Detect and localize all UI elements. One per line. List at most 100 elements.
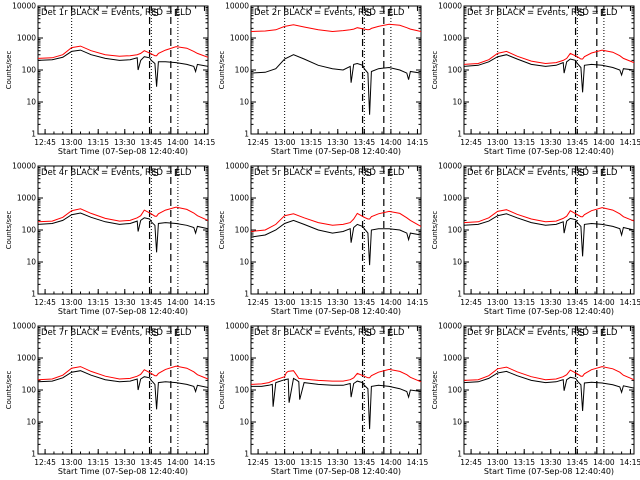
x-tick-label: 13:00 <box>274 458 296 467</box>
series-line-events <box>37 370 209 410</box>
plot-title: Det 3r BLACK = Events, RED = LLD <box>467 8 618 18</box>
x-tick-label: 13:15 <box>513 138 535 147</box>
y-axis-label: Counts/sec <box>5 371 13 410</box>
x-tick-label: 12:45 <box>247 458 269 467</box>
y-tick-label: 100 <box>235 386 250 395</box>
x-tick-label: 14:00 <box>593 298 615 307</box>
x-tick-label: 13:30 <box>540 138 562 147</box>
y-axis-label: Counts/sec <box>218 211 226 250</box>
y-tick-label: 10 <box>452 418 462 427</box>
marker-label-e: E <box>387 168 393 179</box>
x-tick-label: 14:15 <box>194 138 216 147</box>
detector-plot-2: Det 2r BLACK = Events, RED = LLD 1 10 100 10… <box>218 2 428 157</box>
marker-label-s: S <box>579 168 585 179</box>
y-tick-label: 10000 <box>225 322 249 331</box>
plot-title: Det 1r BLACK = Events, RED = LLD <box>41 8 192 18</box>
x-tick-label: 13:00 <box>274 298 296 307</box>
x-tick-label: 13:00 <box>61 458 83 467</box>
x-tick-label: 13:30 <box>540 298 562 307</box>
plot-title: Det 4r BLACK = Events, RED = LLD <box>41 168 192 178</box>
y-axis-label: Counts/sec <box>218 51 226 90</box>
x-tick-label: 12:45 <box>460 298 482 307</box>
x-tick-label: 14:00 <box>380 298 402 307</box>
x-tick-label: 13:15 <box>513 458 535 467</box>
y-tick-label: 100 <box>448 386 463 395</box>
y-tick-label: 10 <box>452 98 462 107</box>
x-tick-label: 14:00 <box>167 138 189 147</box>
x-tick-label: 13:00 <box>487 458 509 467</box>
x-tick-label: 14:15 <box>407 458 429 467</box>
y-tick-label: 1 <box>31 130 36 139</box>
y-axis-label: Counts/sec <box>218 371 226 410</box>
y-tick-label: 100 <box>235 66 250 75</box>
marker-label-e: E <box>387 328 393 339</box>
x-tick-label: 13:30 <box>327 458 349 467</box>
series-line-lld <box>250 210 422 232</box>
y-tick-label: 1 <box>244 290 249 299</box>
x-tick-label: 13:45 <box>567 138 589 147</box>
y-tick-label: 1 <box>244 130 249 139</box>
y-axis-label: Counts/sec <box>431 51 439 90</box>
series-line-lld <box>250 23 422 33</box>
y-tick-label: 100 <box>22 66 37 75</box>
y-tick-label: 100 <box>448 66 463 75</box>
series-line-lld <box>37 206 209 223</box>
y-tick-label: 100 <box>448 226 463 235</box>
y-tick-label: 10000 <box>12 2 36 11</box>
y-tick-label: 1 <box>457 450 462 459</box>
plot-title: Det 9r BLACK = Events, RED = LLD <box>467 328 618 338</box>
x-tick-label: 13:45 <box>141 458 163 467</box>
plot-frame <box>37 165 209 295</box>
detector-plot-9: Det 9r BLACK = Events, RED = LLD 1 10 100 10… <box>431 322 640 477</box>
series-line-events <box>250 219 422 266</box>
x-tick-label: 14:15 <box>620 458 640 467</box>
y-tick-label: 10 <box>239 418 249 427</box>
y-tick-label: 1000 <box>17 194 36 203</box>
y-tick-label: 100 <box>22 386 37 395</box>
x-tick-label: 14:15 <box>620 298 640 307</box>
x-tick-label: 13:30 <box>114 298 136 307</box>
x-tick-label: 13:45 <box>567 298 589 307</box>
x-tick-label: 13:45 <box>141 138 163 147</box>
x-tick-label: 13:15 <box>300 298 322 307</box>
marker-label-e: E <box>174 168 180 179</box>
x-tick-label: 12:45 <box>34 458 56 467</box>
x-tick-label: 14:00 <box>167 458 189 467</box>
x-tick-label: 13:30 <box>540 458 562 467</box>
series-line-lld <box>37 45 209 59</box>
x-axis-label: Start Time (07-Sep-08 12:40:40) <box>484 147 614 156</box>
marker-label-s: S <box>366 168 372 179</box>
x-tick-label: 14:00 <box>593 138 615 147</box>
y-tick-label: 1000 <box>443 194 462 203</box>
x-tick-label: 13:30 <box>114 458 136 467</box>
y-tick-label: 1000 <box>17 354 36 363</box>
x-tick-label: 13:15 <box>300 138 322 147</box>
x-axis-label: Start Time (07-Sep-08 12:40:40) <box>271 467 401 476</box>
y-tick-label: 1000 <box>17 34 36 43</box>
series-line-events <box>463 213 635 257</box>
y-tick-label: 1000 <box>230 354 249 363</box>
x-tick-label: 13:15 <box>87 298 109 307</box>
marker-label-s: S <box>366 328 372 339</box>
x-tick-label: 13:15 <box>513 298 535 307</box>
x-tick-label: 14:00 <box>380 458 402 467</box>
detector-plot-4: Det 4r BLACK = Events, RED = LLD 1 10 100 10… <box>5 162 215 317</box>
x-tick-label: 14:15 <box>620 138 640 147</box>
marker-label-s: S <box>153 8 159 19</box>
x-tick-label: 13:00 <box>61 138 83 147</box>
plot-title: Det 5r BLACK = Events, RED = LLD <box>254 168 405 178</box>
x-tick-label: 14:15 <box>407 298 429 307</box>
x-tick-label: 13:45 <box>354 458 376 467</box>
series-line-lld <box>463 366 635 381</box>
detector-plot-7: Det 7r BLACK = Events, RED = LLD 1 10 100 10… <box>5 322 215 477</box>
y-tick-label: 1 <box>31 290 36 299</box>
x-tick-label: 13:45 <box>354 138 376 147</box>
marker-label-s: S <box>153 168 159 179</box>
x-tick-label: 13:45 <box>141 298 163 307</box>
plot-frame <box>463 5 635 135</box>
plot-frame <box>37 325 209 455</box>
x-tick-label: 12:45 <box>34 298 56 307</box>
plot-frame <box>463 165 635 295</box>
marker-label-e: E <box>600 8 606 19</box>
y-tick-label: 1000 <box>230 194 249 203</box>
